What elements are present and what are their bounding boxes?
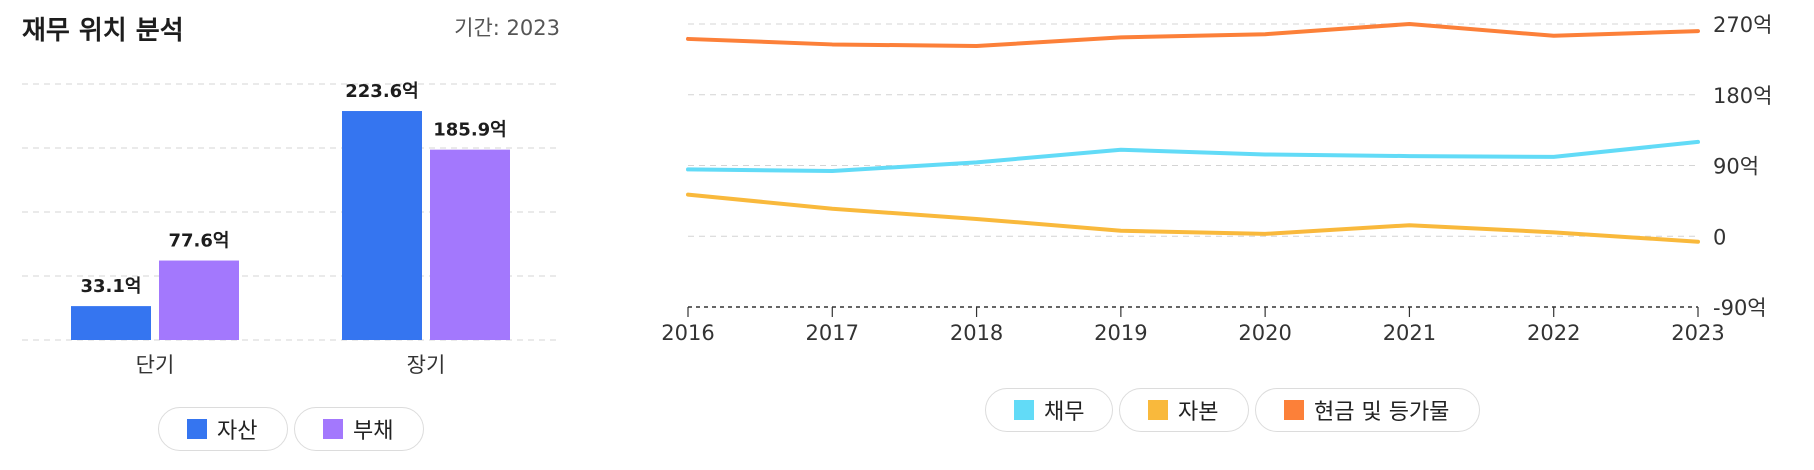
bar-data-label: 77.6억 <box>169 231 230 252</box>
x-tick-label: 2022 <box>1527 321 1580 345</box>
x-tick-label: 2019 <box>1094 321 1147 345</box>
x-tick-label: 2018 <box>950 321 1003 345</box>
legend-item-assets[interactable]: 자산 <box>158 407 288 451</box>
x-tick-label: 2021 <box>1383 321 1436 345</box>
y-tick-label: 0 <box>1713 225 1726 249</box>
legend-label-cash: 현금 및 등가물 <box>1314 400 1450 425</box>
bar-x-tick-label: 단기 <box>136 353 175 377</box>
bar-x-tick-label: 장기 <box>407 353 446 377</box>
x-tick-label: 2020 <box>1238 321 1291 345</box>
bar-data-label: 223.6억 <box>345 81 419 102</box>
x-tick-label: 2017 <box>806 321 859 345</box>
legend-item-debt[interactable]: 채무 <box>985 388 1113 432</box>
x-tick-label: 2016 <box>661 321 714 345</box>
legend-label-liabilities: 부채 <box>353 419 394 444</box>
bar-liabilities <box>159 260 239 340</box>
legend-label-equity: 자본 <box>1178 400 1219 425</box>
series-line-debt <box>686 139 1700 174</box>
legend-swatch-cash <box>1284 400 1304 420</box>
bar-liabilities <box>430 149 510 340</box>
chart-title: 재무 위치 분석 <box>22 16 184 46</box>
legend-swatch-liabilities <box>323 419 343 439</box>
x-tick-label: 2023 <box>1671 321 1724 345</box>
y-tick-label: -90억 <box>1713 296 1767 320</box>
period-label: 기간: 2023 <box>454 16 560 40</box>
legend-item-equity[interactable]: 자본 <box>1119 388 1249 432</box>
bar-assets <box>342 111 422 340</box>
legend-swatch-equity <box>1148 400 1168 420</box>
legend-label-debt: 채무 <box>1044 400 1085 425</box>
legend-swatch-assets <box>187 419 207 439</box>
y-tick-label: 180억 <box>1713 84 1772 108</box>
y-tick-label: 270억 <box>1713 13 1772 37</box>
bar-data-label: 185.9억 <box>433 120 507 141</box>
legend-swatch-debt <box>1014 400 1034 420</box>
legend-item-cash[interactable]: 현금 및 등가물 <box>1255 388 1480 432</box>
legend-label-assets: 자산 <box>217 419 258 444</box>
y-tick-label: 90억 <box>1713 155 1759 179</box>
bar-assets <box>71 306 151 340</box>
series-line-cash <box>686 22 1700 49</box>
bar-data-label: 33.1억 <box>81 276 142 297</box>
legend-item-liabilities[interactable]: 부채 <box>294 407 424 451</box>
series-line-equity <box>686 192 1700 244</box>
